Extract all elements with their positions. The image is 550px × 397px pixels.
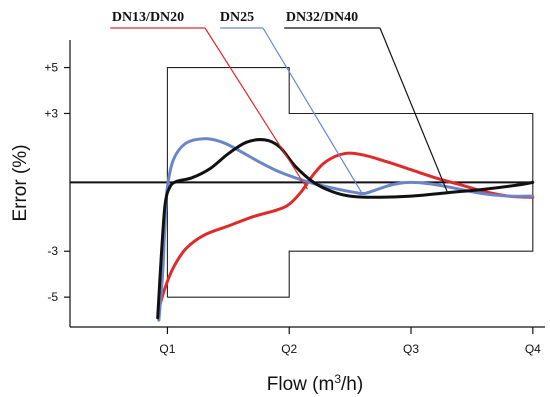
y-tick-label: -5: [47, 290, 58, 304]
axes: +5 +3 -3 -5 Q1 Q2 Q3 Q4: [44, 40, 545, 356]
series-lines: [156, 137, 535, 322]
y-axis-title: Error (%): [10, 144, 31, 221]
series-line-dn25: [157, 137, 535, 322]
series-line-dn32-dn40: [156, 138, 535, 320]
series-line-dn13-dn20: [157, 151, 535, 311]
x-tick-label: Q1: [159, 342, 175, 356]
x-tick-label: Q2: [281, 342, 297, 356]
legend-leader-line: [379, 27, 449, 193]
envelope-outline: [166, 67, 534, 298]
legend-leader-line: [262, 27, 363, 195]
legend: DN13/DN20 DN25 DN32/DN40: [110, 10, 449, 195]
legend-label: DN25: [220, 10, 254, 25]
legend-label: DN32/DN40: [286, 10, 358, 25]
x-axis-title-end: /h): [341, 374, 363, 395]
error-envelope: [166, 67, 534, 298]
x-axis-title-main: Flow (m: [267, 374, 335, 395]
legend-leader-line: [204, 27, 309, 190]
y-tick-label: +5: [44, 61, 58, 75]
legend-label: DN13/DN20: [112, 10, 184, 25]
x-tick-label: Q3: [403, 342, 419, 356]
x-axis-title-sup: 3: [334, 372, 341, 386]
x-tick-label: Q4: [525, 342, 541, 356]
y-tick-label: -3: [47, 244, 58, 258]
y-tick-label: +3: [44, 106, 58, 120]
x-axis-title: Flow (m3/h): [267, 372, 363, 395]
